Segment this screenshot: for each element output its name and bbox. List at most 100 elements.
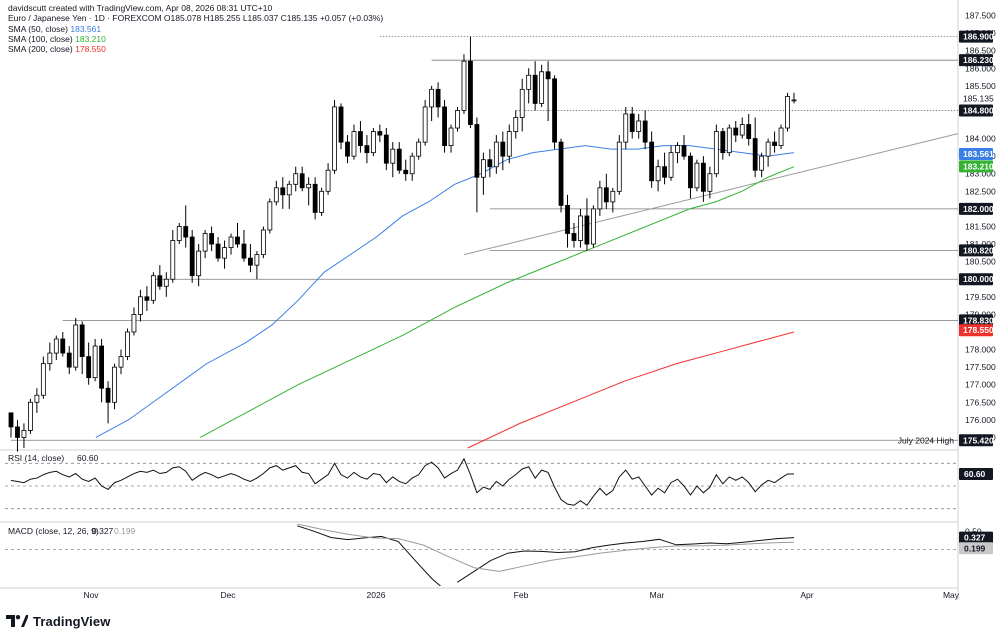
candle-down	[403, 169, 409, 175]
candle-up	[480, 159, 486, 178]
candle-up	[196, 250, 202, 277]
candle-up	[429, 88, 435, 108]
tradingview-logo-text: TradingView	[33, 613, 111, 629]
macd-line	[297, 525, 442, 586]
candle-down	[79, 324, 85, 357]
x-tick-label: 2026	[367, 590, 386, 600]
price-label-text: 183.561	[963, 149, 994, 159]
candle-down	[105, 387, 111, 403]
candle-up	[306, 183, 312, 189]
candle-up	[778, 127, 784, 147]
candle-down	[662, 166, 667, 178]
candle-up	[150, 275, 156, 301]
candle-up	[325, 169, 331, 192]
macd-signal-value: 0.199	[114, 526, 136, 536]
candle-down	[312, 183, 318, 213]
candle-down	[720, 131, 726, 154]
rsi-line	[10, 457, 794, 506]
macd-value-box-text: 0.327	[964, 533, 986, 543]
candle-down	[157, 275, 163, 287]
candle-up	[118, 356, 124, 368]
candle-down	[364, 145, 370, 154]
candle-down	[99, 345, 105, 389]
y-tick-label: 181.500	[965, 221, 996, 231]
macd-value: 0.327	[92, 526, 114, 536]
ascending-trendline	[463, 133, 959, 256]
price-label-text: 186.230	[963, 55, 994, 65]
candle-up	[526, 74, 532, 90]
candle-up	[785, 95, 790, 129]
y-tick-label: 186.500	[965, 46, 996, 56]
candle-down	[584, 215, 590, 245]
candle-down	[235, 236, 240, 245]
candle-up	[260, 229, 266, 256]
price-label-box	[959, 434, 993, 447]
y-tick-label: 177.500	[965, 362, 996, 372]
price-label-text: 180.820	[963, 245, 994, 255]
price-label-text: 185.135	[963, 94, 994, 104]
candle-down	[642, 120, 648, 143]
candle-down	[500, 141, 506, 157]
candle-up	[506, 131, 512, 157]
candle-up	[138, 296, 143, 315]
candle-down	[733, 127, 739, 136]
candle-up	[539, 71, 545, 104]
price-label-text: 175.420	[963, 435, 994, 445]
candle-up	[707, 173, 713, 192]
candle-up	[422, 106, 428, 143]
price-label-box	[959, 244, 993, 257]
candle-down	[474, 124, 480, 178]
sma50-legend: SMA (50, close) 183.561	[8, 24, 383, 34]
candle-up	[176, 226, 182, 241]
y-tick-label: 178.000	[965, 345, 996, 355]
candle-up	[739, 124, 745, 136]
candle-up	[791, 99, 797, 102]
candle-down	[700, 162, 706, 192]
x-tick-label: Dec	[220, 590, 236, 600]
tradingview-logo-icon	[6, 615, 28, 627]
candle-up	[623, 113, 629, 143]
sma200-legend: SMA (200, close) 178.550	[8, 44, 383, 54]
candle-down	[209, 233, 215, 245]
sma100-legend: SMA (100, close) 183.210	[8, 34, 383, 44]
rsi-value-box	[959, 467, 993, 480]
candle-down	[358, 131, 363, 147]
y-tick-label: 186.000	[965, 63, 996, 73]
candle-up	[163, 278, 169, 287]
candle-up	[40, 363, 46, 396]
price-label-text: 186.900	[963, 32, 994, 42]
candle-down	[86, 356, 92, 379]
price-axis: 187.500187.000186.500186.000185.500184.0…	[959, 11, 996, 447]
candle-up	[47, 352, 53, 365]
candle-down	[545, 71, 551, 80]
price-label-box	[959, 314, 993, 327]
candle-up	[416, 141, 422, 157]
macd-value-box	[959, 531, 993, 544]
candle-down	[299, 173, 305, 189]
sma100-legend-label: SMA (100, close)	[8, 33, 73, 44]
candle-down	[280, 187, 286, 196]
candle-up	[448, 127, 454, 147]
candle-down	[772, 141, 777, 147]
y-tick-label: 187.500	[965, 11, 996, 21]
candle-up	[34, 394, 40, 403]
candle-down	[746, 124, 752, 139]
candle-up	[610, 190, 616, 203]
candle-down	[688, 155, 693, 189]
macd-panel: MACD (close, 12, 26, 9) 0.327 0.199 0.500.…	[5, 524, 993, 586]
grid-layer	[0, 0, 959, 600]
candle-down	[377, 131, 383, 136]
sma200-legend-label: SMA (200, close)	[8, 44, 73, 55]
candle-up	[228, 236, 234, 248]
candle-down	[552, 78, 557, 143]
candle-down	[215, 243, 221, 259]
candle-down	[681, 145, 687, 157]
candle-down	[183, 226, 189, 238]
candle-up	[267, 201, 273, 231]
price-label-box	[959, 104, 993, 117]
candle-down	[468, 60, 473, 125]
candle-down	[603, 187, 609, 203]
candle-up	[112, 366, 117, 403]
candle-down	[532, 74, 538, 104]
price-label-box	[959, 160, 993, 173]
